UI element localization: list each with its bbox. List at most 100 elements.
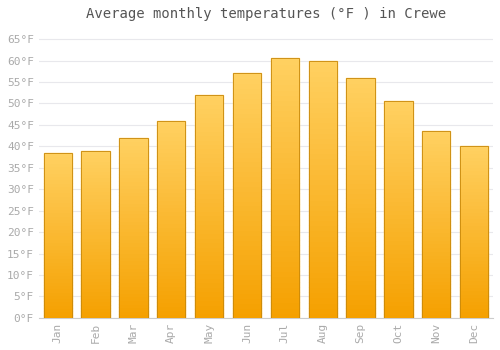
Bar [195,180,224,184]
Bar [384,162,412,166]
Bar [308,169,337,174]
Bar [384,262,412,266]
Bar [422,195,450,198]
Bar [422,310,450,314]
Bar [270,313,299,318]
Bar [384,184,412,188]
Bar [119,203,148,206]
Bar [44,219,72,222]
Bar [119,170,148,174]
Bar [422,142,450,146]
Bar [346,111,375,116]
Bar [270,90,299,95]
Bar [346,236,375,241]
Bar [384,171,412,175]
Bar [422,180,450,184]
Bar [422,247,450,251]
Bar [460,188,488,191]
Bar [233,289,261,294]
Bar [346,183,375,188]
Bar [82,167,110,171]
Bar [157,227,186,231]
Bar [233,74,261,318]
Bar [82,154,110,158]
Bar [422,173,450,176]
Bar [233,205,261,210]
Bar [233,132,261,137]
Bar [157,306,186,310]
Bar [233,201,261,205]
Bar [82,281,110,285]
Bar [157,286,186,290]
Bar [308,230,337,236]
Bar [195,238,224,242]
Bar [44,301,72,305]
Bar [422,161,450,165]
Bar [233,176,261,181]
Bar [44,196,72,199]
Bar [460,215,488,218]
Bar [270,276,299,282]
Bar [82,254,110,258]
Bar [119,159,148,163]
Bar [44,176,72,179]
Bar [346,299,375,303]
Bar [44,308,72,312]
Bar [270,302,299,308]
Bar [157,314,186,318]
Bar [346,193,375,198]
Bar [82,298,110,301]
Bar [119,199,148,203]
Bar [308,199,337,205]
Bar [157,239,186,243]
Bar [270,58,299,64]
Bar [270,209,299,214]
Bar [308,272,337,277]
Bar [82,214,110,218]
Bar [157,255,186,259]
Bar [233,254,261,259]
Bar [119,141,148,145]
Bar [44,179,72,183]
Bar [422,254,450,258]
Bar [157,188,186,192]
Bar [422,232,450,236]
Bar [195,282,224,287]
Bar [422,135,450,139]
Bar [270,271,299,276]
Bar [82,291,110,295]
Bar [346,289,375,294]
Bar [346,303,375,308]
Bar [422,221,450,225]
Bar [308,266,337,272]
Bar [346,231,375,236]
Bar [308,210,337,215]
Bar [270,225,299,230]
Bar [82,311,110,315]
Bar [308,287,337,292]
Bar [422,169,450,173]
Bar [422,314,450,318]
Bar [157,247,186,251]
Bar [346,159,375,164]
Bar [460,246,488,249]
Bar [44,255,72,259]
Bar [346,140,375,145]
Bar [308,61,337,318]
Bar [82,234,110,238]
Bar [384,188,412,192]
Bar [119,206,148,210]
Bar [82,177,110,181]
Bar [233,235,261,240]
Bar [460,174,488,177]
Bar [346,106,375,111]
Bar [270,297,299,302]
Bar [44,163,72,166]
Bar [195,189,224,193]
Bar [119,296,148,300]
Bar [270,121,299,126]
Bar [195,291,224,296]
Bar [346,169,375,174]
Bar [346,92,375,97]
Bar [346,203,375,208]
